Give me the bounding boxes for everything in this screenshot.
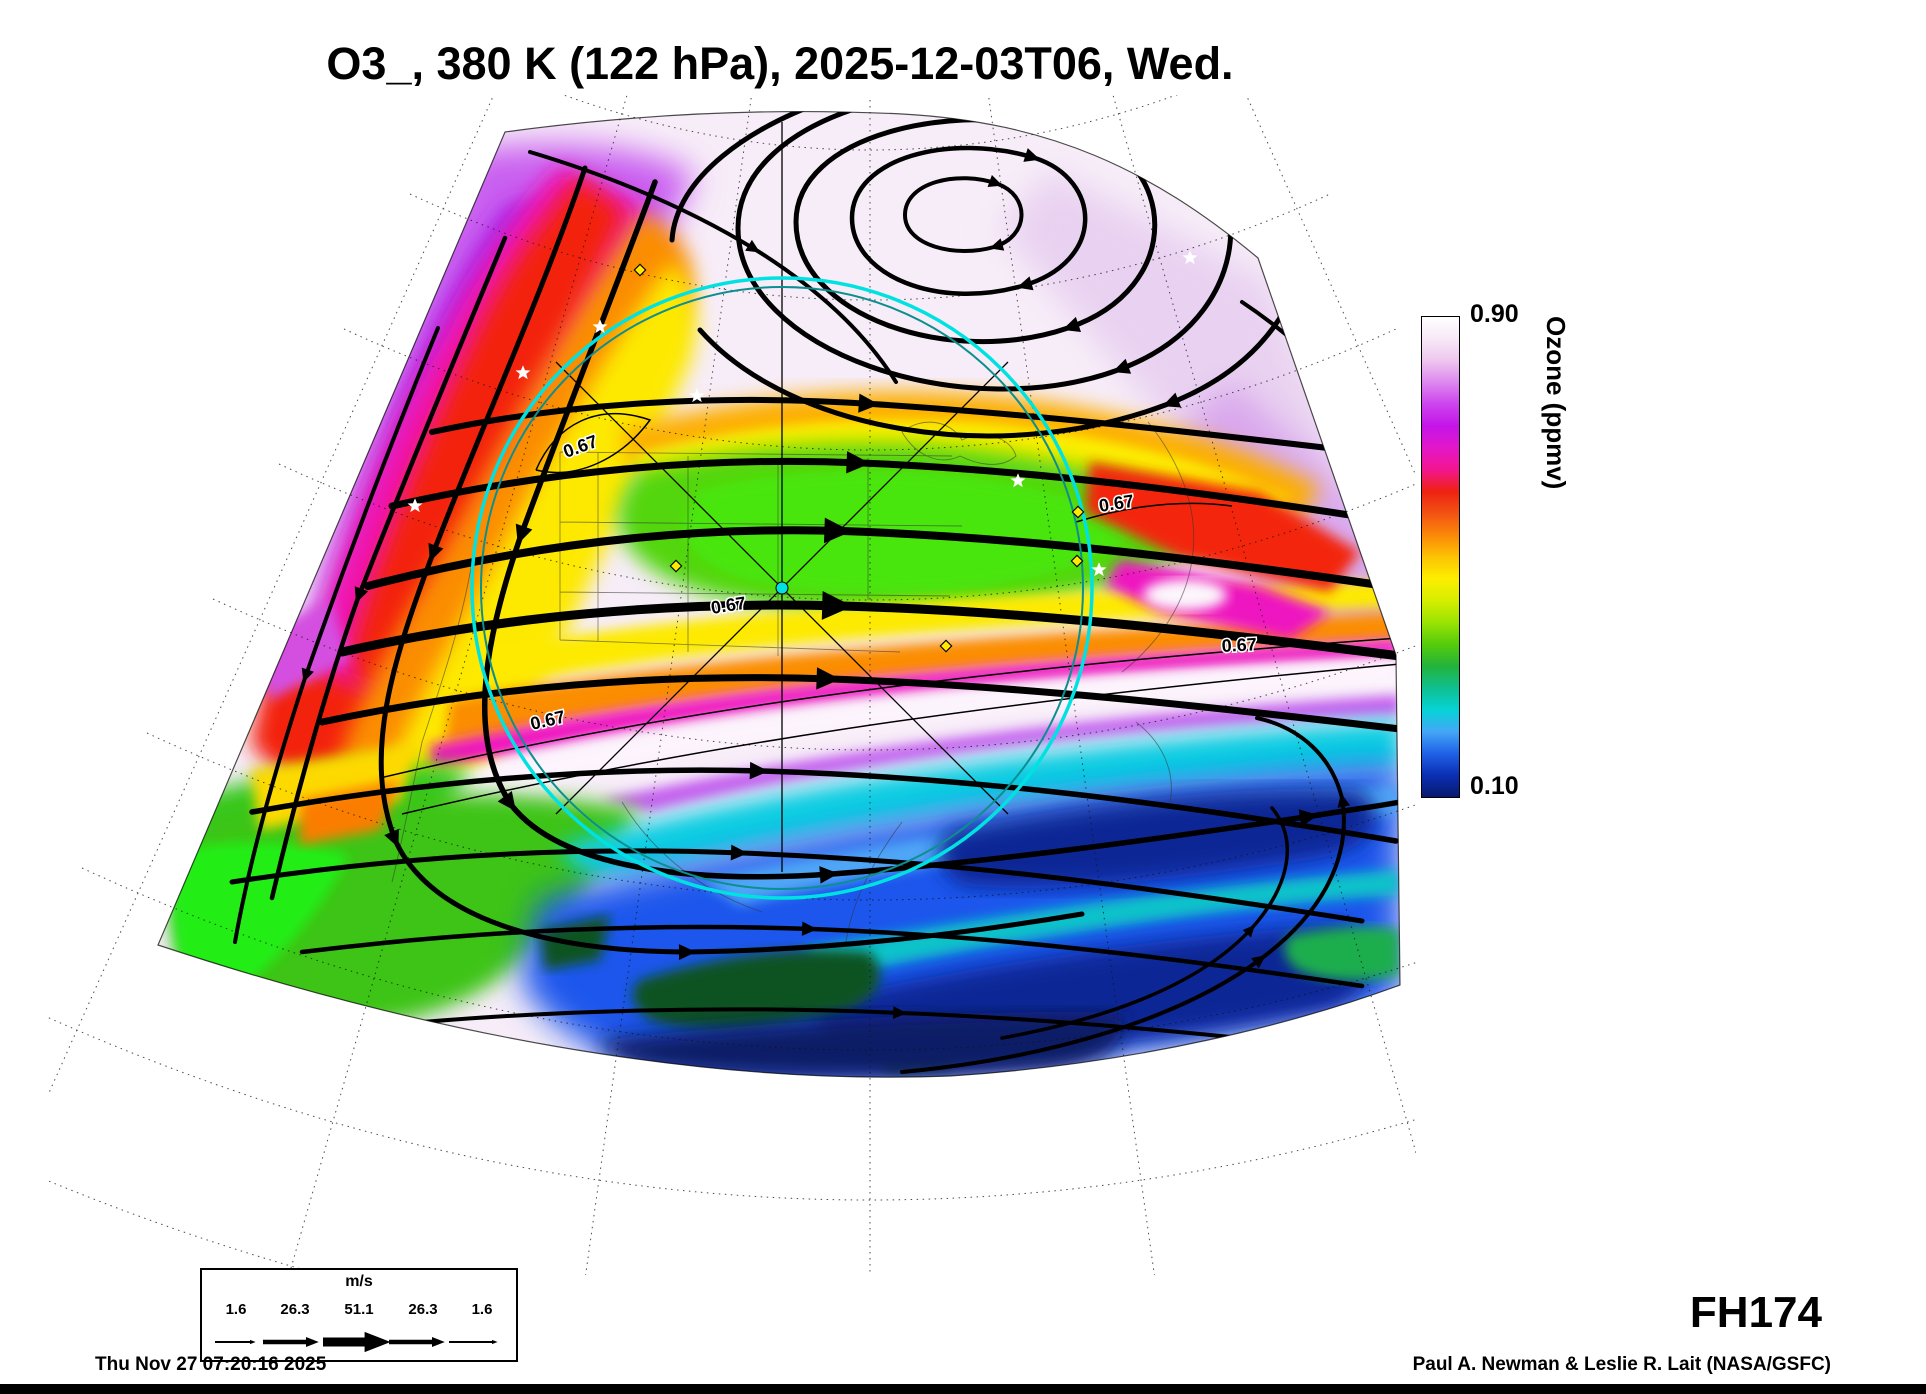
colorbar-axis-label: Ozone (ppmv) [1541, 316, 1571, 490]
wind-values-row: 1.6 26.3 51.1 26.3 1.6 [213, 1301, 505, 1318]
wind-speed-legend: m/s 1.6 26.3 51.1 26.3 1.6 [200, 1268, 518, 1362]
wind-value: 26.3 [408, 1300, 438, 1318]
section-center-dot [775, 581, 789, 595]
contour-label: 0.67 [1221, 634, 1257, 656]
ozone-field [158, 111, 1400, 1078]
credit-text: Paul A. Newman & Leslie R. Lait (NASA/GS… [1412, 1354, 1831, 1375]
colorbar-min-label: 0.10 [1470, 772, 1519, 800]
wind-value: 26.3 [280, 1300, 310, 1318]
wind-value: 1.6 [225, 1300, 247, 1318]
plot-title: O3_, 380 K (122 hPa), 2025-12-03T06, Wed… [326, 38, 1234, 89]
wind-arrow-scale [215, 1331, 498, 1353]
colorbar-gradient [1421, 316, 1460, 798]
bottom-bar [0, 1384, 1926, 1394]
forecast-hour-label: FH174 [1689, 1288, 1822, 1337]
streamlines [229, 111, 1400, 1074]
creation-timestamp: Thu Nov 27 07:20:16 2025 [95, 1354, 327, 1375]
section-circle [470, 122, 1094, 900]
wind-value: 51.1 [344, 1300, 374, 1318]
wind-value: 1.6 [471, 1300, 493, 1318]
colorbar-max-label: 0.90 [1470, 300, 1519, 328]
wind-units-label: m/s [345, 1273, 373, 1290]
